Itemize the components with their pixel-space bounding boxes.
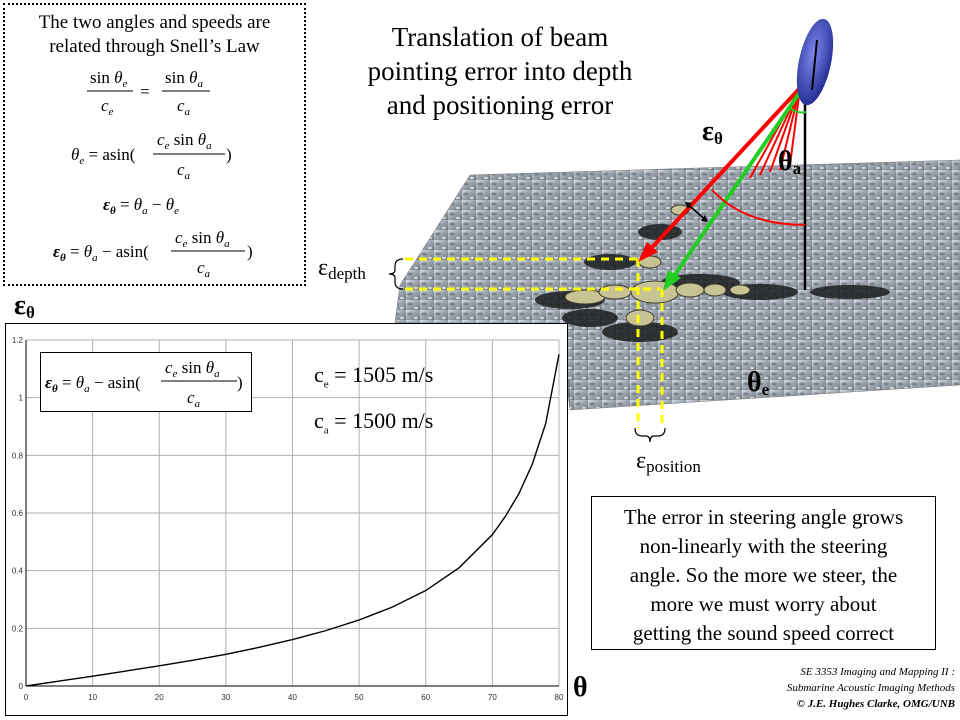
explanation-note: The error in steering angle grows non-li… [591, 496, 936, 650]
eps-depth-symbol: ε [318, 255, 329, 281]
ca-prefix: c [314, 408, 324, 433]
ca-value: = 1500 m/s [328, 408, 434, 433]
chart-x-axis-label: θ [573, 672, 588, 703]
eps-depth-label: εdepth [318, 255, 366, 284]
ca-sub: a [323, 424, 329, 437]
credit-line2: Submarine Acoustic Imaging Methods [786, 682, 955, 694]
title-line1: Translation of beam [391, 22, 609, 52]
position-error-brace [634, 427, 666, 443]
chart-y-symbol: ε [14, 290, 26, 321]
depth-error-brace [388, 258, 404, 290]
eps-position-label: εposition [636, 448, 701, 477]
y-tick-label: 0.6 [12, 509, 24, 518]
eps-theta-symbol: ε [702, 116, 714, 147]
svg-text:): ) [237, 373, 243, 392]
seafloor-trench [535, 224, 890, 342]
x-tick-label: 20 [155, 693, 164, 702]
y-tick-label: 0.8 [12, 451, 24, 460]
svg-text:): ) [247, 242, 253, 261]
y-tick-label: 0.2 [12, 624, 24, 633]
y-tick-label: 1.2 [12, 336, 24, 345]
svg-text:ce sin θa: ce sin θa [165, 358, 220, 380]
svg-text:εθ = θa − θe: εθ = θa − θe [103, 195, 179, 217]
true-beam-arrow [668, 90, 802, 284]
svg-text:): ) [226, 145, 232, 164]
ca-param: ca = 1500 m/s [314, 408, 433, 436]
svg-text:εθ = θa − asin(: εθ = θa − asin( [45, 373, 141, 395]
svg-text:ce sin θa: ce sin θa [175, 228, 230, 250]
eps-depth-sub: depth [328, 264, 366, 284]
theta-e-sub: e [761, 380, 770, 400]
svg-text:ce sin θa: ce sin θa [157, 130, 212, 152]
note-line1: The error in steering angle grows [623, 505, 904, 529]
x-tick-label: 30 [221, 693, 230, 702]
eps-theta-sub: θ [713, 129, 723, 149]
ce-param: ce = 1505 m/s [314, 362, 433, 390]
theta-a-symbol: θ [778, 146, 793, 177]
svg-text:θe = asin(: θe = asin( [71, 145, 136, 167]
x-tick-label: 70 [488, 693, 497, 702]
y-tick-label: 0.4 [12, 567, 24, 576]
title-line2: pointing error into depth [367, 56, 633, 86]
note-line2: non-linearly with the steering [639, 534, 888, 558]
credit-line3: © J.E. Hughes Clarke, OMG/UNB [796, 698, 955, 710]
apparent-beam-arrowhead [638, 242, 658, 262]
y-tick-label: 0 [19, 682, 24, 691]
svg-text:=: = [140, 82, 150, 101]
x-tick-label: 80 [555, 693, 564, 702]
eps-theta-label: εθ [702, 116, 723, 149]
slide-title: Translation of beam pointing error into … [330, 20, 670, 122]
svg-text:εθ = θa − asin(: εθ = θa − asin( [53, 242, 149, 264]
ce-sub: e [323, 378, 329, 391]
snell-intro-line1: The two angles and speeds are [38, 12, 271, 33]
theta-a-arc [711, 189, 806, 226]
chart-y-axis-label: εθ [14, 290, 35, 323]
theta-a-label: θa [778, 146, 801, 179]
chart-y-sub: θ [25, 303, 35, 323]
theta-e-symbol: θ [747, 367, 762, 398]
chart-formula-box: εθ = θa − asin( ce sin θa ca ) [40, 352, 252, 412]
apparent-beam-arrow [643, 86, 802, 257]
note-line3: angle. So the more we steer, the [629, 563, 898, 587]
x-tick-label: 40 [288, 693, 297, 702]
svg-text:sin θa: sin θa [165, 68, 203, 90]
x-tick-label: 50 [355, 693, 364, 702]
note-line5: getting the sound speed correct [632, 621, 895, 645]
error-guides [405, 257, 664, 428]
theta-a-arc-green [789, 107, 807, 114]
snell-intro-line2: related through Snell’s Law [49, 36, 260, 57]
credit-line1: SE 3353 Imaging and Mapping II : [800, 666, 955, 678]
chart-formula: εθ = θa − asin( ce sin θa ca ) [45, 358, 243, 410]
snell-intro: The two angles and speeds are related th… [5, 11, 304, 59]
eps-position-symbol: ε [636, 448, 647, 474]
series-line [25, 354, 560, 687]
snell-law-box: The two angles and speeds are related th… [3, 3, 306, 286]
x-tick-label: 10 [88, 693, 97, 702]
ce-prefix: c [314, 362, 324, 387]
transducer-icon [796, 18, 834, 106]
ce-value: = 1505 m/s [328, 362, 434, 387]
note-line4: more we must worry about [650, 592, 877, 616]
x-tick-label: 0 [24, 693, 29, 702]
svg-text:ca: ca [187, 388, 201, 410]
eps-position-sub: position [646, 457, 701, 477]
theta-a-sub: a [792, 159, 802, 179]
theta-e-label: θe [747, 367, 769, 400]
svg-text:sin θe: sin θe [90, 68, 127, 90]
error-chart: 0 0.2 0.4 0.6 0.8 1 1.2 0 10 20 30 40 50 60 70 80 [12, 336, 564, 702]
x-tick-label: 60 [421, 693, 430, 702]
course-credit: SE 3353 Imaging and Mapping II : Submari… [735, 664, 955, 712]
snell-equations: sin θe ce = sin θa ca θe = asin( ce sin … [53, 68, 253, 280]
chart-frame: 0 0.2 0.4 0.6 0.8 1 1.2 0 10 20 30 40 50 60 70 80 εθ = … [5, 323, 568, 716]
eps-theta-arrow-top [685, 202, 692, 209]
eps-theta-arrow-bottom [701, 215, 708, 222]
true-beam-arrowhead [663, 270, 681, 291]
title-line3: and positioning error [386, 90, 614, 120]
y-tick-label: 1 [19, 394, 24, 403]
